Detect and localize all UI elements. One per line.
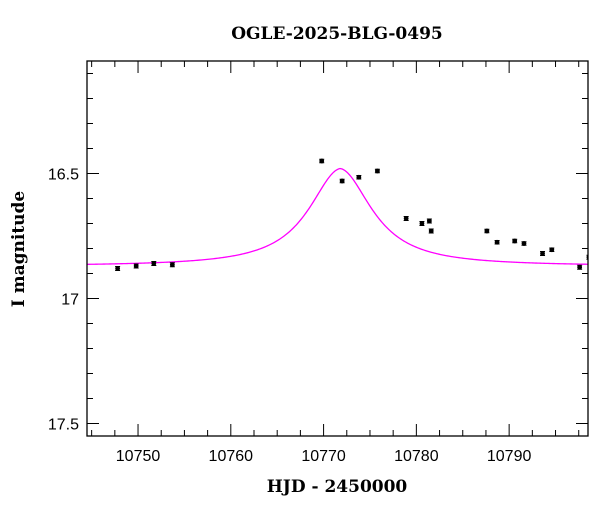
data-point xyxy=(494,239,500,245)
data-point xyxy=(339,178,345,184)
plot-frame xyxy=(86,60,589,437)
x-axis-label: HJD - 2450000 xyxy=(267,477,408,497)
data-point xyxy=(403,216,409,221)
x-tick-label: 10770 xyxy=(301,448,346,465)
data-point xyxy=(577,264,583,270)
chart-title: OGLE-2025-BLG-0495 xyxy=(231,24,443,44)
point-marker xyxy=(319,158,325,164)
y-tick-label: 16.5 xyxy=(48,167,79,184)
data-point xyxy=(586,254,588,260)
x-tick-label: 10780 xyxy=(394,448,439,465)
x-tick-label: 10750 xyxy=(116,448,161,465)
axis-ticks xyxy=(87,61,588,436)
data-point xyxy=(169,262,175,268)
data-point xyxy=(115,266,121,271)
model-curve xyxy=(87,167,588,265)
point-marker xyxy=(151,261,157,266)
data-point xyxy=(484,228,490,234)
point-marker xyxy=(374,168,380,174)
data-point xyxy=(521,241,527,246)
point-marker xyxy=(169,262,175,268)
y-tick-label: 17.5 xyxy=(48,417,79,434)
point-marker xyxy=(426,218,432,224)
point-marker xyxy=(521,241,527,246)
point-marker xyxy=(403,216,409,221)
point-marker xyxy=(339,178,345,184)
point-marker xyxy=(356,174,362,180)
point-marker xyxy=(577,264,583,270)
point-marker xyxy=(484,228,490,234)
point-marker xyxy=(494,239,500,245)
x-tick-label: 10790 xyxy=(487,448,532,465)
data-point xyxy=(426,218,432,224)
data-point xyxy=(540,251,546,256)
data-point xyxy=(428,228,434,234)
data-points xyxy=(115,158,588,271)
data-point xyxy=(151,261,157,266)
point-marker xyxy=(115,266,121,271)
tick-labels: 10750 10760 10770 10780 10790 16.5 17 17.5 xyxy=(48,167,532,466)
x-tick-label: 10760 xyxy=(209,448,254,465)
point-marker xyxy=(586,255,588,260)
point-marker xyxy=(428,228,434,234)
point-marker xyxy=(419,221,425,226)
data-point xyxy=(319,158,325,164)
data-point xyxy=(549,247,555,253)
data-point xyxy=(356,174,362,180)
point-marker xyxy=(133,263,139,269)
data-point xyxy=(419,221,425,226)
point-marker xyxy=(549,247,555,253)
data-point xyxy=(133,263,139,269)
y-tick-label: 17 xyxy=(61,292,79,309)
data-point xyxy=(374,168,380,174)
point-marker xyxy=(512,238,518,244)
y-axis-label: I magnitude xyxy=(9,191,29,308)
data-point xyxy=(512,238,518,244)
point-marker xyxy=(540,251,545,256)
